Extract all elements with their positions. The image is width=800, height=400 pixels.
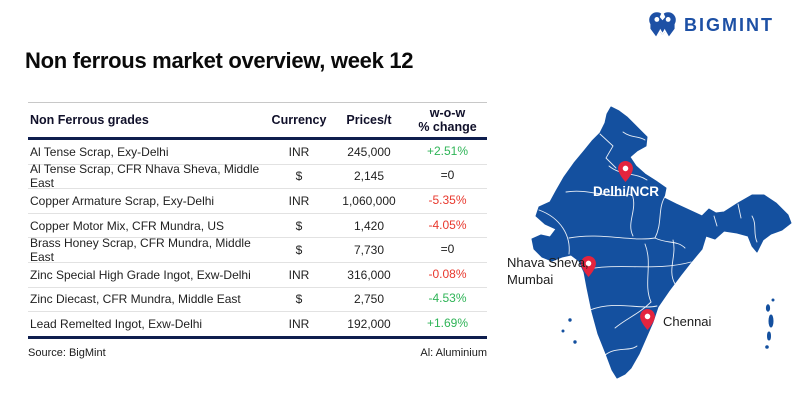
currency-cell: $ xyxy=(295,292,303,307)
currency-cell: $ xyxy=(295,243,303,258)
currency-cell: $ xyxy=(295,169,303,184)
price-cell: 192,000 xyxy=(347,316,391,331)
grade-cell: Brass Honey Scrap, CFR Mundra, Middle Ea… xyxy=(30,236,251,265)
bigmint-owl-icon xyxy=(649,11,676,37)
currency-cell: $ xyxy=(295,218,303,233)
delhi-map-pin xyxy=(618,161,633,182)
nhava-sheva-label-line2: Mumbai xyxy=(507,272,554,287)
table-row: Lead Remelted Ingot, Exw-Delhi INR 192,0… xyxy=(28,312,487,336)
india-map-svg xyxy=(531,106,792,379)
nhava-sheva-label: Nhava Sheva, Mumbai xyxy=(507,254,589,288)
price-cell: 7,730 xyxy=(353,243,385,258)
table-row: Zinc Diecast, CFR Mundra, Middle East $ … xyxy=(28,288,487,313)
price-cell: 316,000 xyxy=(347,267,391,282)
price-cell: 1,420 xyxy=(353,218,385,233)
nhava-sheva-label-line1: Nhava Sheva, xyxy=(507,255,589,270)
change-cell: +1.69% xyxy=(426,316,469,331)
header-wow: w-o-w % change xyxy=(408,106,487,135)
table-body: Al Tense Scrap, Exy-Delhi INR 245,000 +2… xyxy=(28,140,487,339)
change-cell: -4.53% xyxy=(428,291,467,306)
state-borders xyxy=(538,131,758,357)
grade-cell: Zinc Diecast, CFR Mundra, Middle East xyxy=(30,292,241,307)
table-footer: Source: BigMint Al: Aluminium xyxy=(28,347,487,359)
grade-cell: Zinc Special High Grade Ingot, Exw-Delhi xyxy=(30,267,251,282)
change-cell: -0.08% xyxy=(428,266,467,281)
currency-cell: INR xyxy=(288,193,310,208)
header-wow-line1: w-o-w xyxy=(429,105,466,120)
chennai-map-pin xyxy=(640,309,655,330)
change-cell: -4.05% xyxy=(428,217,467,232)
delhi-label: Delhi/NCR xyxy=(592,184,659,199)
india-map: Delhi/NCR Nhava Sheva, Mumbai Chennai xyxy=(505,88,800,400)
table-row: Copper Armature Scrap, Exy-Delhi INR 1,0… xyxy=(28,189,487,214)
grade-cell: Lead Remelted Ingot, Exw-Delhi xyxy=(30,316,203,331)
change-cell: +2.51% xyxy=(426,143,469,158)
header-wow-line2: % change xyxy=(418,120,477,134)
page-title: Non ferrous market overview, week 12 xyxy=(25,48,414,73)
change-cell: =0 xyxy=(440,242,455,257)
currency-cell: INR xyxy=(288,316,310,331)
table-row: Copper Motor Mix, CFR Mundra, US $ 1,420… xyxy=(28,214,487,239)
grade-cell: Al Tense Scrap, Exy-Delhi xyxy=(30,144,169,159)
price-cell: 1,060,000 xyxy=(342,193,396,208)
brand-name: BIGMINT xyxy=(684,15,774,35)
brand-logo: BIGMINT xyxy=(648,11,774,40)
currency-cell: INR xyxy=(288,144,310,159)
source-note: Source: BigMint xyxy=(28,346,106,359)
table-row: Brass Honey Scrap, CFR Mundra, Middle Ea… xyxy=(28,236,487,265)
nhava-sheva-map-pin xyxy=(581,256,596,277)
header-prices: Prices/t xyxy=(346,113,392,127)
aluminium-note: Al: Aluminium xyxy=(420,346,487,359)
change-cell: =0 xyxy=(440,168,455,183)
price-cell: 245,000 xyxy=(347,144,391,159)
price-table: Non Ferrous grades Currency Prices/t w-o… xyxy=(28,102,487,359)
header-grades: Non Ferrous grades xyxy=(30,113,149,127)
chennai-label: Chennai xyxy=(663,314,712,329)
grade-cell: Copper Motor Mix, CFR Mundra, US xyxy=(30,218,225,233)
price-cell: 2,145 xyxy=(353,169,385,184)
table-header-row: Non Ferrous grades Currency Prices/t w-o… xyxy=(28,102,487,140)
currency-cell: INR xyxy=(288,267,310,282)
table-row: Zinc Special High Grade Ingot, Exw-Delhi… xyxy=(28,263,487,288)
grade-cell: Copper Armature Scrap, Exy-Delhi xyxy=(30,193,215,208)
table-row: Al Tense Scrap, CFR Nhava Sheva, Middle … xyxy=(28,162,487,191)
table-row: Al Tense Scrap, Exy-Delhi INR 245,000 +2… xyxy=(28,140,487,165)
header-currency: Currency xyxy=(271,113,327,127)
price-cell: 2,750 xyxy=(353,292,385,307)
change-cell: -5.35% xyxy=(428,193,467,208)
grade-cell: Al Tense Scrap, CFR Nhava Sheva, Middle … xyxy=(30,162,260,191)
